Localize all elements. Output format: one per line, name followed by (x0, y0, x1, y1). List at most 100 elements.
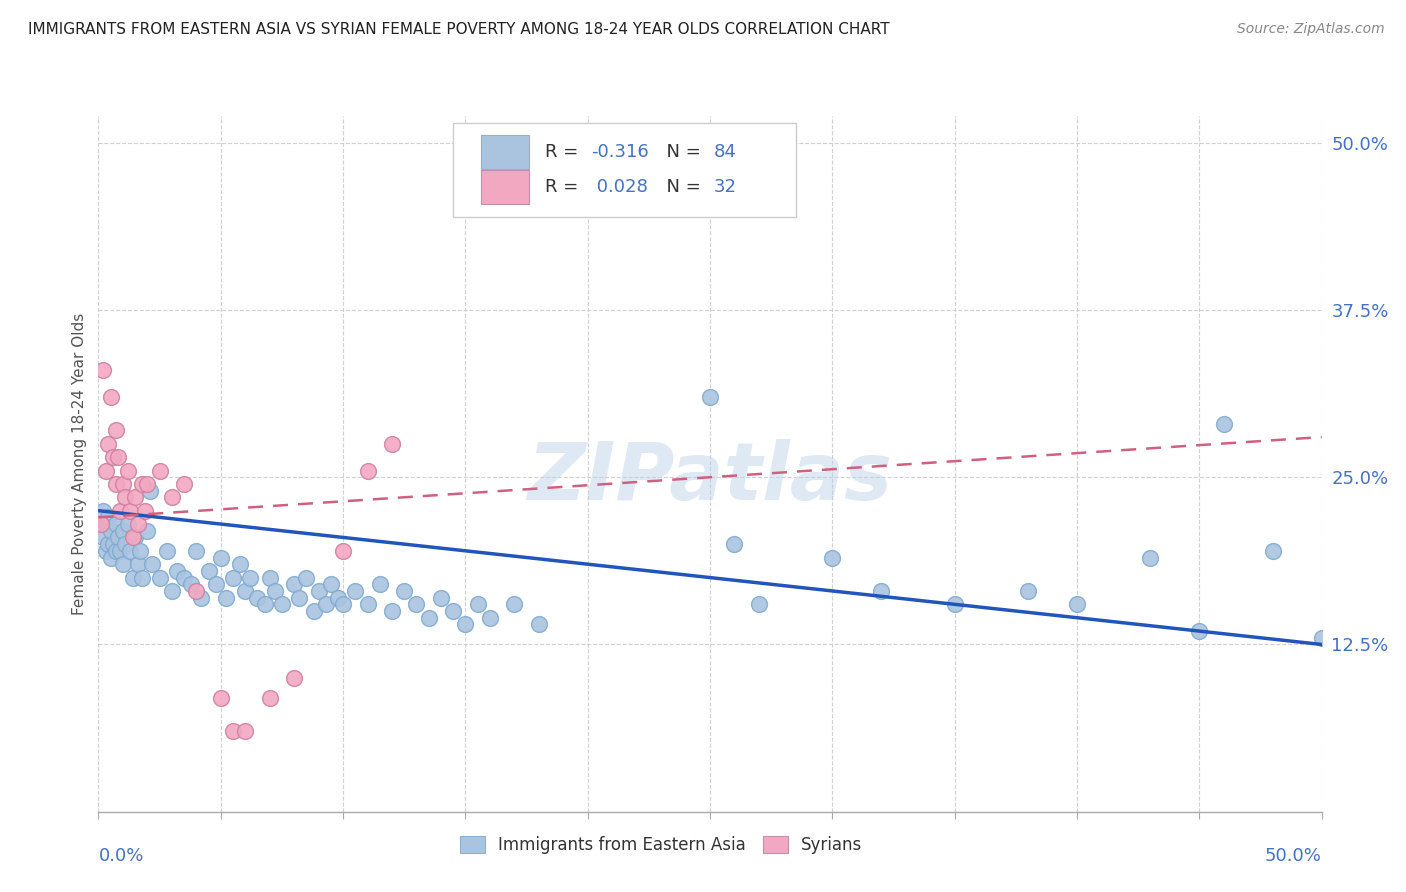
Point (91, 503, 114, 517)
Point (160, 491, 183, 505)
Point (222, 724, 245, 739)
Point (527, 617, 550, 632)
Point (405, 598, 427, 612)
Point (454, 617, 477, 632)
FancyBboxPatch shape (481, 169, 529, 204)
Point (121, 530, 143, 544)
Point (308, 584, 330, 599)
Point (107, 450, 129, 465)
Point (186, 584, 208, 599)
Point (139, 483, 162, 498)
Point (97, 537, 120, 551)
Point (288, 591, 311, 605)
Point (101, 450, 124, 465)
Point (356, 464, 378, 478)
Point (97, 510, 120, 524)
Point (1310, 631, 1333, 645)
Point (302, 604, 325, 618)
Point (173, 571, 195, 585)
Point (149, 464, 172, 478)
Point (430, 591, 453, 605)
Point (180, 577, 202, 591)
Text: 32: 32 (714, 178, 737, 196)
Point (120, 544, 142, 558)
Point (111, 524, 134, 538)
Point (233, 584, 256, 599)
Point (120, 503, 142, 517)
Point (441, 604, 464, 618)
Point (748, 598, 770, 612)
Point (114, 491, 136, 505)
Point (190, 591, 212, 605)
Point (173, 477, 195, 491)
Text: ZIPatlas: ZIPatlas (527, 439, 893, 516)
Point (160, 584, 183, 599)
Point (467, 598, 489, 612)
Point (136, 477, 159, 491)
Point (111, 477, 134, 491)
Point (283, 577, 305, 591)
Point (100, 524, 122, 538)
Point (1066, 598, 1088, 612)
Point (503, 598, 526, 612)
Point (110, 544, 132, 558)
Point (124, 530, 146, 544)
Point (283, 671, 305, 685)
Point (1017, 584, 1039, 599)
Point (104, 544, 127, 558)
Text: -0.316: -0.316 (592, 143, 650, 161)
Point (141, 557, 163, 572)
Text: IMMIGRANTS FROM EASTERN ASIA VS SYRIAN FEMALE POVERTY AMONG 18-24 YEAR OLDS CORR: IMMIGRANTS FROM EASTERN ASIA VS SYRIAN F… (28, 22, 890, 37)
Point (197, 564, 219, 578)
Point (214, 591, 236, 605)
Point (186, 544, 208, 558)
FancyBboxPatch shape (481, 135, 529, 169)
Point (117, 517, 139, 532)
Text: 50.0%: 50.0% (1265, 847, 1322, 864)
Point (104, 517, 127, 532)
Point (319, 577, 342, 591)
Point (129, 544, 152, 558)
Text: 0.0%: 0.0% (98, 847, 143, 864)
Point (356, 598, 378, 612)
Point (315, 598, 337, 612)
Point (943, 598, 966, 612)
Point (246, 591, 269, 605)
Point (1261, 544, 1284, 558)
Point (253, 598, 276, 612)
Point (344, 584, 367, 599)
Point (209, 550, 232, 565)
Point (104, 477, 127, 491)
Point (90, 517, 112, 532)
Point (205, 577, 228, 591)
Point (100, 550, 122, 565)
Point (870, 584, 893, 599)
Point (295, 571, 318, 585)
Point (233, 724, 256, 739)
Point (101, 537, 124, 551)
Y-axis label: Female Poverty Among 18-24 Year Olds: Female Poverty Among 18-24 Year Olds (72, 313, 87, 615)
Text: R =: R = (546, 178, 583, 196)
Point (259, 690, 281, 705)
FancyBboxPatch shape (453, 123, 796, 217)
Point (117, 464, 139, 478)
Point (90, 517, 112, 532)
Point (270, 598, 294, 612)
Point (368, 577, 391, 591)
Point (114, 537, 136, 551)
Point (97, 436, 120, 450)
Text: N =: N = (655, 178, 706, 196)
Point (328, 591, 350, 605)
Point (699, 390, 721, 404)
Point (107, 530, 129, 544)
Point (1188, 624, 1211, 639)
Point (127, 517, 149, 532)
Text: Source: ZipAtlas.com: Source: ZipAtlas.com (1237, 22, 1385, 37)
Point (332, 598, 354, 612)
Point (229, 557, 252, 572)
Legend: Immigrants from Eastern Asia, Syrians: Immigrants from Eastern Asia, Syrians (451, 828, 870, 863)
Point (239, 571, 262, 585)
Point (131, 477, 153, 491)
Point (1212, 417, 1234, 431)
Point (131, 571, 153, 585)
